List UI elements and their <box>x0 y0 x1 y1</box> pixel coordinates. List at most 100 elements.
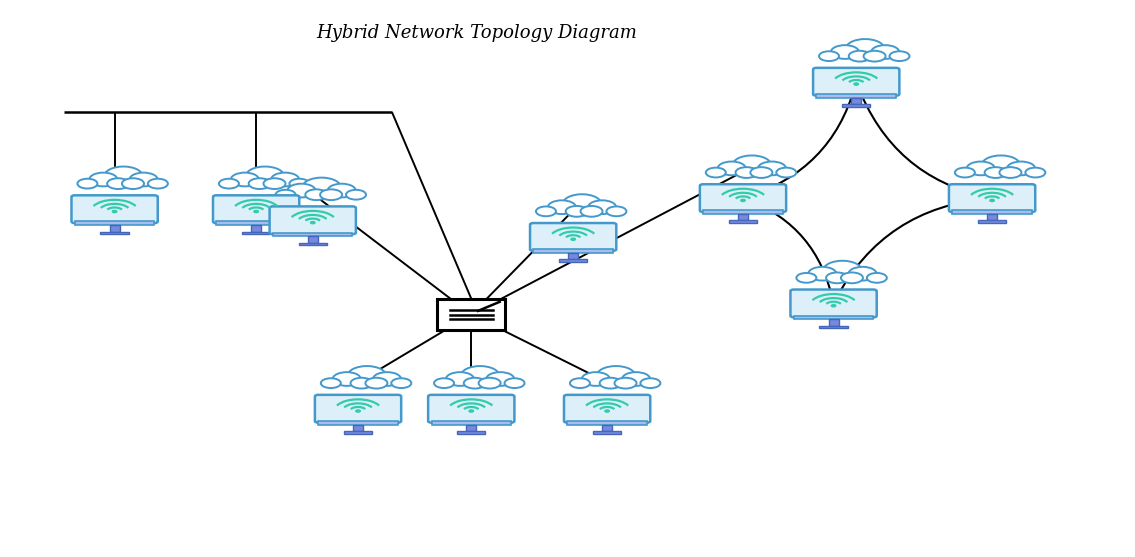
Circle shape <box>854 83 858 85</box>
FancyBboxPatch shape <box>72 196 158 223</box>
FancyBboxPatch shape <box>813 68 899 96</box>
Circle shape <box>246 167 284 185</box>
Circle shape <box>347 366 386 385</box>
Bar <box>457 431 486 434</box>
Circle shape <box>741 199 746 202</box>
Circle shape <box>614 378 637 389</box>
Circle shape <box>776 168 797 178</box>
Circle shape <box>230 173 259 187</box>
Circle shape <box>831 305 835 307</box>
Circle shape <box>984 167 1007 178</box>
FancyBboxPatch shape <box>213 196 300 223</box>
Bar <box>110 225 119 232</box>
Bar <box>75 222 154 225</box>
Circle shape <box>606 207 627 216</box>
Circle shape <box>328 184 355 197</box>
Circle shape <box>864 51 885 62</box>
Bar <box>829 319 839 326</box>
Circle shape <box>826 272 848 284</box>
FancyBboxPatch shape <box>428 395 514 423</box>
Bar <box>816 94 896 97</box>
Circle shape <box>365 378 387 389</box>
Circle shape <box>563 194 602 213</box>
Circle shape <box>750 167 773 178</box>
Circle shape <box>831 45 859 59</box>
Bar <box>251 225 261 232</box>
Circle shape <box>121 178 144 189</box>
Bar <box>353 425 363 431</box>
Circle shape <box>77 179 98 188</box>
Circle shape <box>333 372 361 386</box>
Circle shape <box>597 366 634 385</box>
Bar <box>952 211 1032 214</box>
Circle shape <box>823 261 861 280</box>
Circle shape <box>967 162 994 175</box>
Bar <box>819 326 848 329</box>
Circle shape <box>346 190 365 199</box>
Circle shape <box>505 378 524 388</box>
Circle shape <box>289 179 310 188</box>
Circle shape <box>797 273 816 283</box>
Circle shape <box>588 201 616 214</box>
Bar <box>560 259 587 262</box>
Circle shape <box>305 189 327 200</box>
Bar <box>568 421 647 425</box>
Bar <box>704 211 783 214</box>
Circle shape <box>219 179 239 188</box>
Circle shape <box>758 162 785 175</box>
FancyArrowPatch shape <box>748 200 833 301</box>
Circle shape <box>570 378 590 388</box>
FancyBboxPatch shape <box>700 184 787 212</box>
FancyArrowPatch shape <box>857 84 987 197</box>
Bar <box>533 249 613 253</box>
Bar <box>318 421 397 425</box>
Circle shape <box>486 372 514 386</box>
Circle shape <box>819 51 839 61</box>
Circle shape <box>446 372 474 386</box>
Circle shape <box>536 207 556 216</box>
Circle shape <box>373 372 401 386</box>
Circle shape <box>469 410 473 412</box>
Bar <box>978 221 1007 223</box>
Circle shape <box>129 173 158 187</box>
Bar <box>738 214 748 221</box>
FancyBboxPatch shape <box>949 184 1035 212</box>
Circle shape <box>599 378 622 389</box>
Circle shape <box>287 184 316 197</box>
Circle shape <box>1007 162 1035 175</box>
Bar <box>437 300 505 330</box>
Circle shape <box>107 178 129 189</box>
Circle shape <box>605 410 609 412</box>
Circle shape <box>148 179 168 188</box>
Bar <box>466 425 477 431</box>
Bar <box>842 104 871 107</box>
Text: Hybrid Network Topology Diagram: Hybrid Network Topology Diagram <box>317 23 638 42</box>
Circle shape <box>982 155 1020 174</box>
Bar <box>101 232 128 234</box>
Circle shape <box>571 238 575 240</box>
Circle shape <box>392 378 411 388</box>
Circle shape <box>990 199 994 202</box>
Bar <box>851 97 861 104</box>
Circle shape <box>263 178 286 189</box>
Circle shape <box>735 167 757 178</box>
FancyArrowPatch shape <box>746 86 855 197</box>
Circle shape <box>479 378 501 389</box>
Circle shape <box>706 168 725 178</box>
Circle shape <box>112 211 117 213</box>
Circle shape <box>311 222 316 224</box>
FancyBboxPatch shape <box>530 223 616 251</box>
Circle shape <box>890 51 909 61</box>
Circle shape <box>249 178 270 189</box>
Bar <box>431 421 511 425</box>
Bar <box>344 431 372 434</box>
Circle shape <box>849 267 876 281</box>
Bar <box>308 236 318 243</box>
Circle shape <box>464 378 486 389</box>
Bar <box>274 233 353 236</box>
Bar <box>603 425 612 431</box>
Circle shape <box>808 267 836 281</box>
Circle shape <box>320 189 342 200</box>
Circle shape <box>355 410 360 412</box>
FancyBboxPatch shape <box>790 290 876 317</box>
